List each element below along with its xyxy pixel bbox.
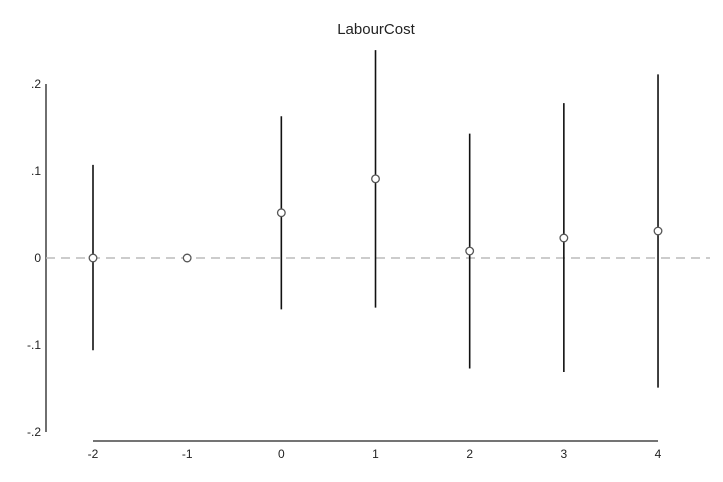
x-tick-label: 2 [466, 447, 473, 461]
point-estimate-marker [559, 233, 569, 243]
y-tick-label: .1 [31, 164, 41, 178]
x-tick-label: 1 [372, 447, 379, 461]
x-tick-label: 3 [561, 447, 568, 461]
x-tick-label: 0 [278, 447, 285, 461]
confidence-intervals [92, 50, 659, 388]
point-estimate-marker [465, 246, 475, 256]
y-tick-label: .2 [31, 77, 41, 91]
point-estimate-marker [276, 208, 286, 218]
point-estimate-marker [371, 174, 380, 184]
x-tick-labels: -2 -1 0 1 2 3 4 [88, 447, 662, 461]
point-estimate-marker [88, 253, 98, 263]
y-tick-label: -.1 [27, 338, 41, 352]
point-estimate-marker [653, 226, 663, 236]
point-estimates [88, 174, 663, 263]
x-tick-label: -1 [182, 447, 193, 461]
x-tick-label: 4 [655, 447, 662, 461]
y-tick-label: 0 [34, 251, 41, 265]
y-tick-label: -.2 [27, 425, 41, 439]
chart-title: LabourCost [337, 21, 415, 38]
x-tick-label: -2 [88, 447, 99, 461]
point-estimate-marker [182, 253, 192, 263]
y-tick-labels: .2 .1 0 -.1 -.2 [27, 77, 41, 439]
